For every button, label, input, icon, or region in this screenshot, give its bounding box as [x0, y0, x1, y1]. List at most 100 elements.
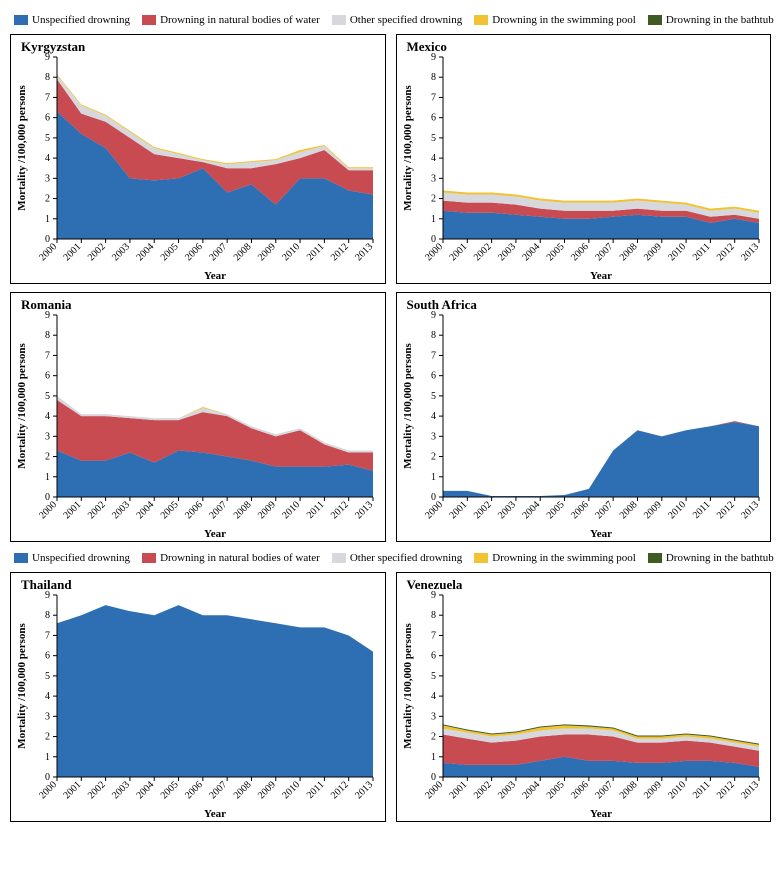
y-tick-label: 1 — [45, 214, 50, 225]
legend-item: Drowning in the swimming pool — [474, 552, 636, 564]
y-tick-label: 3 — [431, 431, 436, 442]
x-tick-label: 2003 — [496, 779, 518, 801]
x-tick-label: 2004 — [520, 779, 542, 801]
y-tick-label: 7 — [431, 350, 436, 361]
y-tick-label: 2 — [431, 194, 436, 205]
x-tick-label: 2009 — [641, 779, 663, 801]
x-tick-label: 2012 — [714, 779, 736, 801]
x-tick-label: 2009 — [641, 499, 663, 521]
x-tick-label: 2012 — [329, 241, 351, 263]
x-tick-label: 2003 — [110, 779, 132, 801]
x-tick-label: 2007 — [207, 779, 229, 801]
y-tick-label: 5 — [45, 391, 50, 402]
legend-swatch — [142, 15, 156, 25]
y-tick-label: 4 — [45, 411, 50, 422]
x-tick-label: 2010 — [666, 499, 688, 521]
x-tick-label: 2003 — [110, 241, 132, 263]
y-tick-label: 9 — [45, 590, 50, 601]
chart-svg: 0123456789200020012002200320042005200620… — [11, 35, 381, 285]
y-tick-label: 4 — [431, 411, 436, 422]
legend-label: Other specified drowning — [350, 552, 462, 564]
x-axis-label: Year — [590, 528, 612, 540]
legend: Unspecified drowningDrowning in natural … — [10, 548, 771, 568]
legend-swatch — [474, 553, 488, 563]
y-tick-label: 4 — [431, 691, 436, 702]
x-tick-label: 2000 — [423, 499, 445, 521]
y-tick-label: 1 — [45, 752, 50, 763]
chart-svg: 0123456789200020012002200320042005200620… — [397, 35, 767, 285]
x-tick-label: 2013 — [353, 779, 375, 801]
y-tick-label: 9 — [431, 52, 436, 63]
y-tick-label: 3 — [45, 711, 50, 722]
legend-item: Drowning in the swimming pool — [474, 14, 636, 26]
x-tick-label: 2006 — [569, 779, 591, 801]
x-tick-label: 2007 — [207, 499, 229, 521]
x-tick-label: 2006 — [183, 241, 205, 263]
x-tick-label: 2013 — [739, 779, 761, 801]
x-tick-label: 2000 — [37, 779, 59, 801]
legend-label: Unspecified drowning — [32, 14, 130, 26]
y-tick-label: 6 — [45, 371, 50, 382]
x-tick-label: 2004 — [134, 499, 156, 521]
y-tick-label: 2 — [431, 732, 436, 743]
y-tick-label: 8 — [45, 330, 50, 341]
x-axis-label: Year — [204, 270, 226, 282]
x-tick-label: 2009 — [256, 241, 278, 263]
y-tick-label: 3 — [431, 173, 436, 184]
x-tick-label: 2010 — [666, 241, 688, 263]
x-tick-label: 2010 — [280, 779, 302, 801]
x-tick-label: 2007 — [593, 779, 615, 801]
y-axis-label: Mortality /100,000 persons — [16, 342, 28, 468]
y-tick-label: 7 — [431, 92, 436, 103]
y-tick-label: 9 — [45, 310, 50, 321]
y-tick-label: 5 — [431, 671, 436, 682]
x-tick-label: 2005 — [159, 779, 181, 801]
legend-item: Other specified drowning — [332, 552, 462, 564]
y-tick-label: 5 — [45, 671, 50, 682]
x-tick-label: 2009 — [256, 779, 278, 801]
y-tick-label: 7 — [45, 350, 50, 361]
y-tick-label: 2 — [45, 194, 50, 205]
legend-label: Drowning in the bathtub — [666, 552, 774, 564]
legend-label: Drowning in the swimming pool — [492, 14, 636, 26]
legend-item: Unspecified drowning — [14, 552, 130, 564]
x-tick-label: 2004 — [134, 779, 156, 801]
y-tick-label: 1 — [431, 752, 436, 763]
x-tick-label: 2011 — [305, 241, 327, 263]
y-tick-label: 6 — [431, 651, 436, 662]
legend-swatch — [142, 553, 156, 563]
y-tick-label: 5 — [45, 133, 50, 144]
x-tick-label: 2003 — [496, 241, 518, 263]
y-tick-label: 8 — [431, 72, 436, 83]
x-tick-label: 2001 — [447, 779, 469, 801]
x-tick-label: 2011 — [305, 499, 327, 521]
y-tick-label: 8 — [431, 330, 436, 341]
x-tick-label: 2008 — [617, 241, 639, 263]
y-tick-label: 6 — [431, 371, 436, 382]
y-tick-label: 9 — [431, 590, 436, 601]
x-tick-label: 2007 — [593, 241, 615, 263]
y-tick-label: 2 — [431, 452, 436, 463]
x-tick-label: 2001 — [62, 241, 84, 263]
x-tick-label: 2012 — [714, 241, 736, 263]
y-tick-label: 4 — [45, 153, 50, 164]
y-tick-label: 8 — [45, 72, 50, 83]
x-tick-label: 2011 — [690, 779, 712, 801]
x-tick-label: 2005 — [544, 779, 566, 801]
x-tick-label: 2012 — [329, 779, 351, 801]
x-tick-label: 2009 — [641, 241, 663, 263]
legend-swatch — [648, 15, 662, 25]
x-tick-label: 2011 — [305, 779, 327, 801]
legend-swatch — [332, 15, 346, 25]
x-tick-label: 2004 — [520, 499, 542, 521]
legend-swatch — [648, 553, 662, 563]
chart-panel: Venezuela0123456789200020012002200320042… — [396, 572, 772, 822]
x-tick-label: 2001 — [62, 499, 84, 521]
legend-item: Drowning in the bathtub — [648, 14, 774, 26]
chart-panel: Thailand01234567892000200120022003200420… — [10, 572, 386, 822]
legend-swatch — [332, 553, 346, 563]
y-tick-label: 9 — [431, 310, 436, 321]
x-tick-label: 2000 — [37, 499, 59, 521]
x-tick-label: 2013 — [353, 499, 375, 521]
chart-svg: 0123456789200020012002200320042005200620… — [11, 573, 381, 823]
